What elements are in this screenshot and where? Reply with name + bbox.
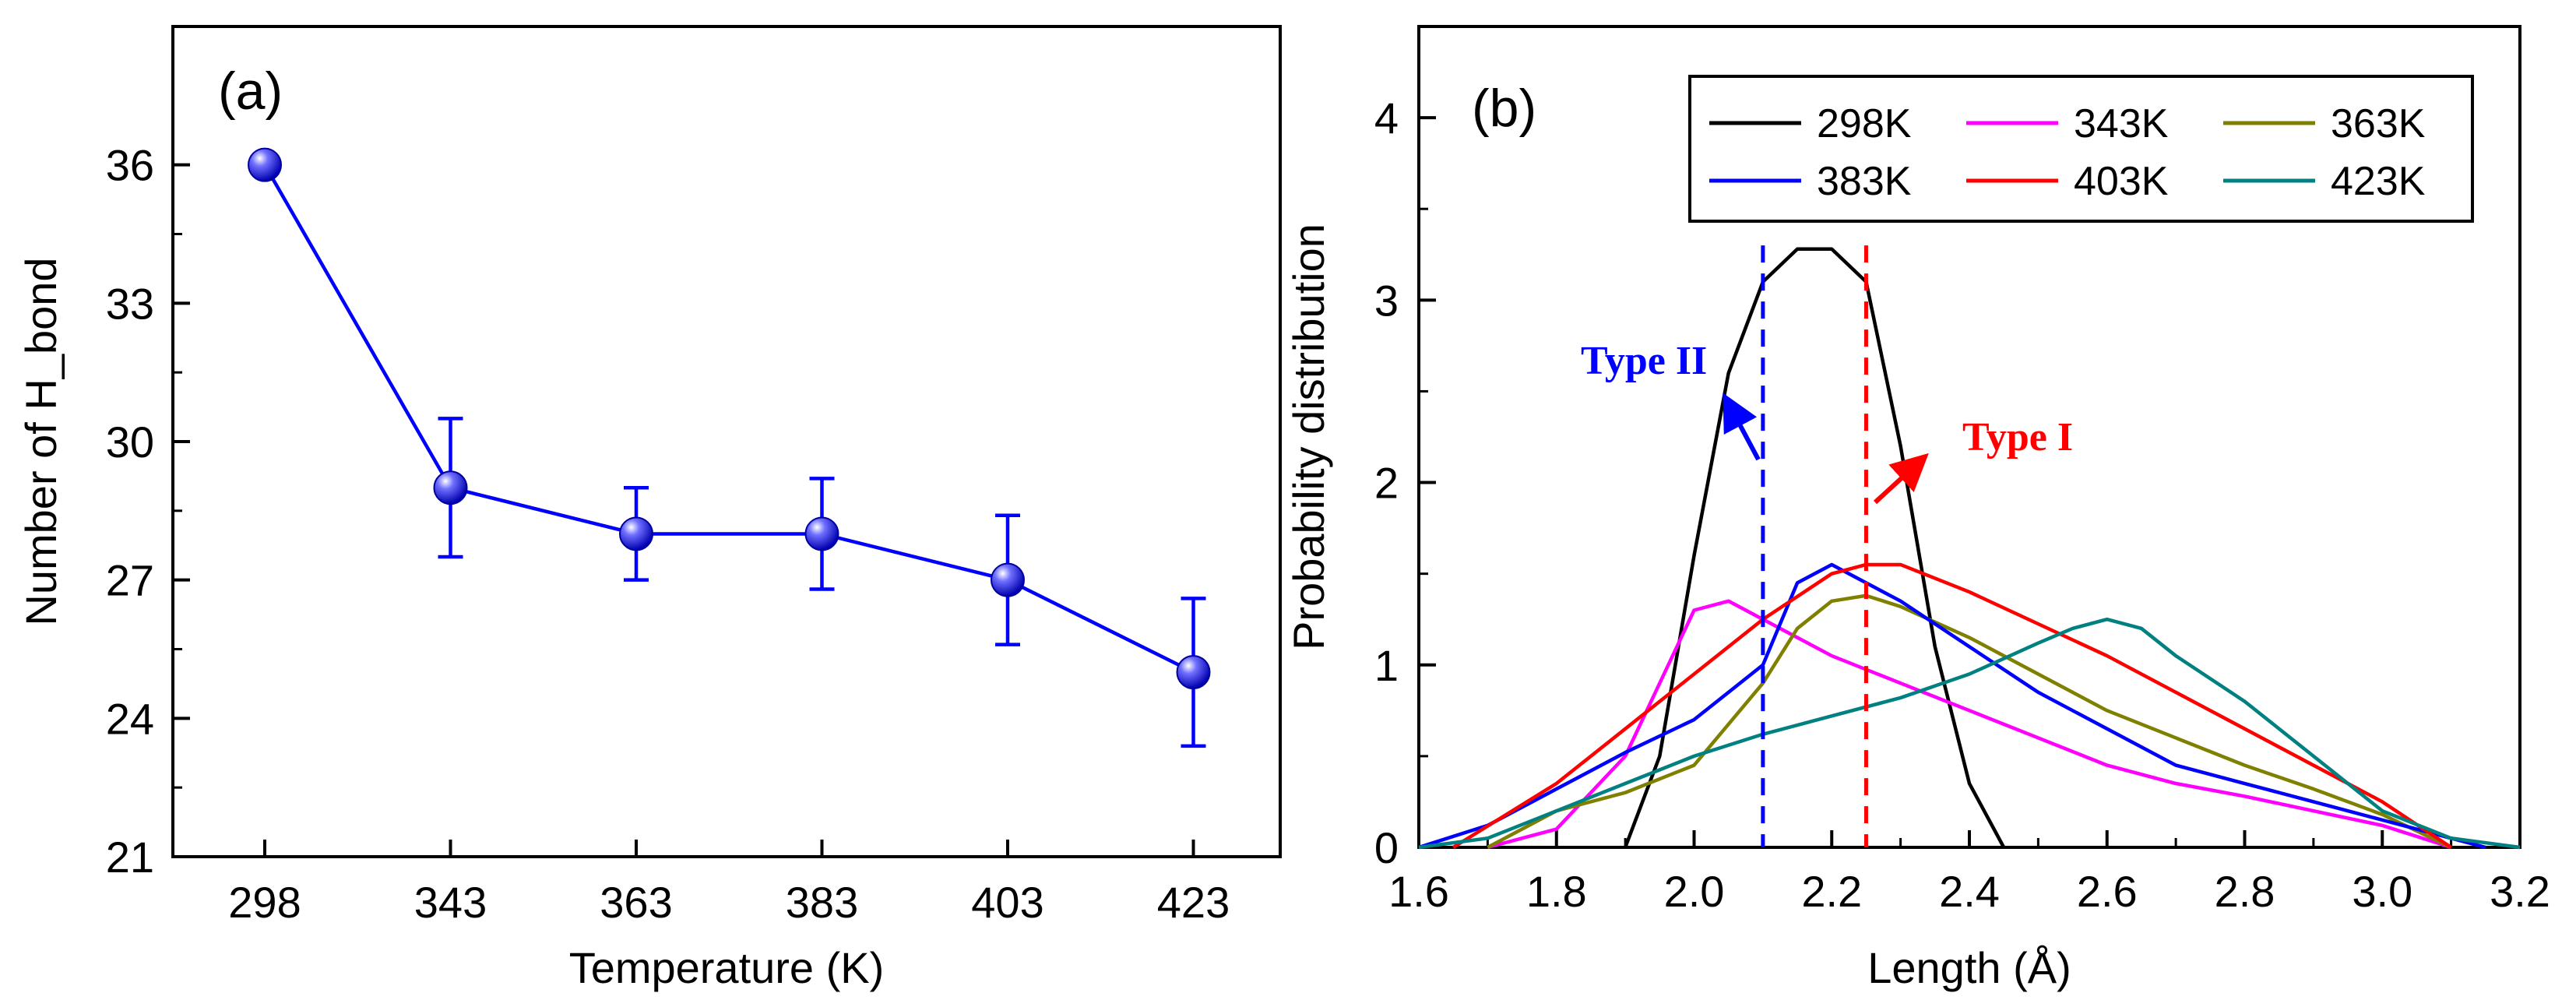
data-point (433, 470, 468, 505)
panel-a: 21 24 27 30 33 36 298 343 363 383 403 423 Temperatur… (16, 25, 1282, 992)
y-tick-label-b: 4 (1374, 93, 1399, 143)
x-tick-label-b: 2.4 (1939, 867, 2000, 916)
x-tick-label-b: 2.0 (1664, 867, 1725, 916)
panel-label-a: (a) (218, 62, 283, 121)
data-point (248, 147, 282, 182)
x-tick-label-b: 1.8 (1526, 867, 1587, 916)
legend-label-343K: 343K (2074, 101, 2169, 146)
y-tick-label-a: 36 (106, 141, 154, 190)
series-line-383K (1418, 562, 2486, 850)
legend-label-423K: 423K (2331, 159, 2426, 204)
data-point (619, 516, 653, 551)
data-point (1176, 655, 1211, 690)
legend: 298K 343K 363K 383K 403K 423K (1688, 75, 2474, 223)
y-tick-label-a: 24 (106, 694, 154, 743)
series-line-403K (1452, 562, 2452, 849)
panel-label-b: (b) (1472, 79, 1536, 138)
legend-label-298K: 298K (1817, 101, 1912, 146)
x-tick-label-b: 2.2 (1801, 867, 1862, 916)
x-tick-label-a: 383 (786, 878, 858, 927)
x-tick-label-b: 1.6 (1388, 867, 1449, 916)
x-tick-label-a: 343 (414, 878, 487, 927)
x-tick-label-a: 298 (228, 878, 301, 927)
annotation-arrow-type-i (1873, 452, 1929, 505)
y-tick-label-a: 27 (106, 556, 154, 605)
legend-frame (1688, 75, 2474, 223)
series-line-363K (1487, 593, 2452, 850)
y-tick-label-b: 3 (1374, 276, 1399, 325)
annotation-arrow-type-ii (1723, 393, 1761, 461)
annotation-type-ii: Type II (1581, 339, 1707, 383)
data-point (991, 562, 1025, 597)
legend-label-363K: 363K (2331, 101, 2426, 146)
axes-frame-a (171, 25, 1282, 858)
y-tick-label-b: 0 (1374, 823, 1399, 872)
y-tick-label-b: 1 (1374, 641, 1399, 690)
legend-label-383K: 383K (1817, 159, 1912, 204)
x-tick-label-b: 3.2 (2490, 867, 2550, 916)
x-tick-label-b: 2.8 (2215, 867, 2275, 916)
x-tick-label-a: 423 (1157, 878, 1230, 927)
series-line-298K (1624, 247, 2006, 849)
x-tick-label-a: 403 (971, 878, 1043, 927)
y-axis-title-a: Number of H_bond (16, 257, 65, 625)
series-line-423K (1418, 617, 2521, 850)
x-axis-title-a: Temperature (K) (569, 943, 885, 992)
data-point (804, 516, 839, 551)
y-tick-label-a: 30 (106, 417, 154, 467)
annotation-type-i: Type I (1962, 415, 2073, 460)
y-tick-label-a: 33 (106, 279, 154, 328)
x-tick-label-a: 363 (600, 878, 672, 927)
y-tick-label-b: 2 (1374, 459, 1399, 508)
legend-label-403K: 403K (2074, 159, 2169, 204)
y-tick-label-a: 21 (106, 833, 154, 882)
y-axis-title-b: Probability distribution (1284, 224, 1333, 650)
x-tick-label-b: 2.6 (2077, 867, 2138, 916)
x-axis-title-b: Length (Å) (1867, 943, 2071, 992)
x-tick-label-b: 3.0 (2352, 867, 2412, 916)
series-line-hbond (263, 164, 1195, 674)
panel-b: 0 1 2 3 4 1.6 1.8 2.0 2.2 2.4 2.6 2.8 3.0 3.2 Length (… (1284, 25, 2550, 992)
